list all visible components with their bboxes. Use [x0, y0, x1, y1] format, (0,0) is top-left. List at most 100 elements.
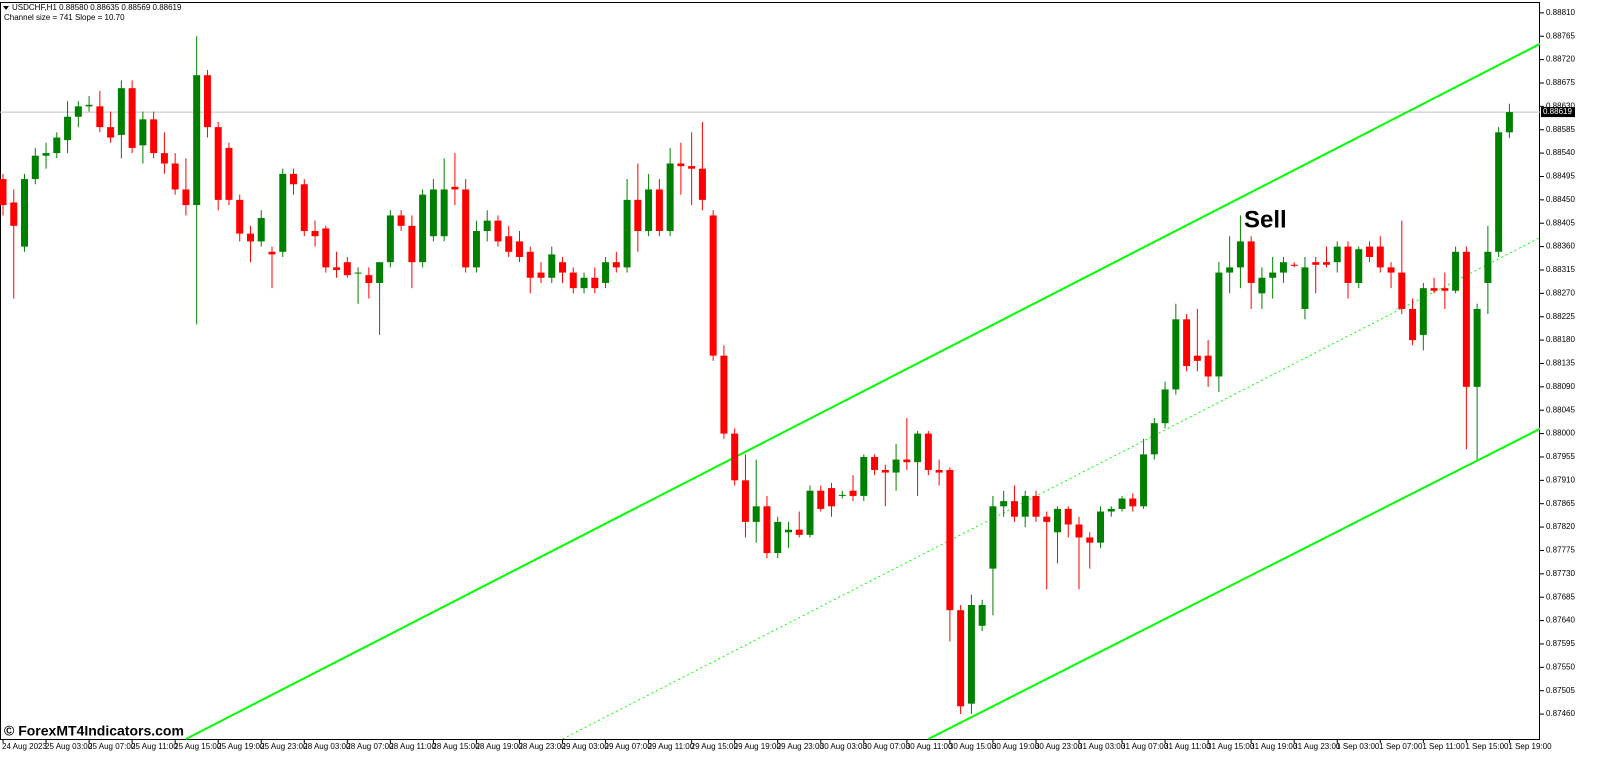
- candle-body: [1290, 264, 1298, 266]
- candle-body: [300, 184, 308, 232]
- candle-body: [257, 218, 265, 242]
- candle-body: [1000, 501, 1008, 507]
- candle-body: [0, 179, 7, 206]
- x-tick-label: 31 Aug 11:00: [1164, 742, 1211, 751]
- candle-body: [602, 262, 610, 283]
- x-tick-label: 29 Aug 07:00: [605, 742, 653, 751]
- x-tick-label: 30 Aug 11:00: [906, 742, 953, 751]
- candle-body: [537, 272, 545, 278]
- candle-body: [311, 231, 319, 237]
- candle-body: [1172, 319, 1180, 390]
- candle-body: [117, 88, 125, 135]
- y-tick-label: 0.88135: [1546, 359, 1575, 368]
- y-tick-label: 0.88270: [1546, 288, 1575, 297]
- x-tick-label: 30 Aug 03:00: [820, 742, 868, 751]
- candle-body: [1366, 246, 1374, 257]
- x-tick-label: 1 Sep 11:00: [1422, 742, 1465, 751]
- candle-body: [526, 251, 534, 278]
- candle-body: [225, 147, 233, 200]
- candle-body: [569, 272, 577, 289]
- x-tick-label: 1 Sep 07:00: [1379, 742, 1423, 751]
- x-tick-label: 28 Aug 07:00: [346, 742, 394, 751]
- current-price-label: 0.88619: [1543, 107, 1572, 116]
- candle-body: [1344, 246, 1352, 283]
- x-tick-label: 1 Sep 03:00: [1336, 742, 1380, 751]
- y-tick-label: 0.87820: [1546, 522, 1575, 531]
- candle-body: [795, 529, 803, 535]
- x-tick-label: 31 Aug 19:00: [1250, 742, 1298, 751]
- candle-body: [365, 275, 373, 283]
- candle-body: [1333, 246, 1341, 263]
- candle-body: [290, 173, 298, 185]
- candle-body: [1032, 495, 1040, 517]
- candle-body: [1064, 508, 1072, 525]
- candle-body: [1075, 524, 1083, 538]
- candle-body: [752, 506, 760, 522]
- candle-body: [10, 202, 18, 226]
- candle-body: [1441, 288, 1449, 291]
- candle-body: [892, 459, 900, 473]
- candle-body: [763, 506, 771, 554]
- candle-body: [548, 254, 556, 278]
- candle-body: [1462, 251, 1470, 387]
- candle-body: [1269, 272, 1277, 278]
- indicator-info: Channel size = 741 Slope = 10.70: [4, 13, 125, 22]
- candle-body: [731, 433, 739, 481]
- candle-body: [515, 241, 523, 257]
- candle-body: [246, 233, 254, 242]
- candle-body: [634, 199, 642, 232]
- candle-body: [967, 604, 975, 704]
- candle-body: [1053, 508, 1061, 533]
- candle-body: [1301, 267, 1309, 309]
- y-tick-label: 0.87685: [1546, 592, 1575, 601]
- y-tick-label: 0.87955: [1546, 452, 1575, 461]
- candle-body: [1484, 251, 1492, 283]
- candle-body: [871, 456, 879, 470]
- y-tick-label: 0.88720: [1546, 55, 1575, 64]
- candle-body: [720, 355, 728, 434]
- candle-body: [494, 220, 502, 242]
- candle-body: [1140, 454, 1148, 507]
- candle-body: [1107, 508, 1115, 512]
- plot-area: [0, 36, 1540, 740]
- x-tick-label: 30 Aug 15:00: [949, 742, 997, 751]
- x-tick-label: 1 Sep 19:00: [1508, 742, 1552, 751]
- y-tick-label: 0.88495: [1546, 172, 1575, 181]
- candle-body: [655, 189, 663, 232]
- candle-body: [1398, 272, 1406, 309]
- candle-body: [1193, 355, 1201, 361]
- x-tick-label: 29 Aug 23:00: [777, 742, 825, 751]
- x-tick-label: 25 Aug 03:00: [45, 742, 93, 751]
- candle-body: [1473, 308, 1481, 387]
- candle-body: [440, 189, 448, 237]
- x-tick-label: 29 Aug 19:00: [734, 742, 782, 751]
- candle-body: [677, 163, 685, 167]
- candle-body: [1215, 272, 1223, 377]
- candle-body: [386, 215, 394, 263]
- candle-body: [881, 469, 889, 473]
- plot-border: [0, 2, 1540, 740]
- annotation: Sell: [1244, 206, 1287, 233]
- x-tick-label: 28 Aug 19:00: [475, 742, 523, 751]
- candle-body: [74, 106, 82, 117]
- candle-body: [1010, 501, 1018, 517]
- candle-body: [42, 153, 50, 156]
- candle-body: [1355, 249, 1363, 283]
- candle-body: [31, 155, 39, 180]
- x-tick-label: 28 Aug 11:00: [389, 742, 436, 751]
- candle-body: [698, 168, 706, 200]
- candle-body: [505, 236, 513, 252]
- collapse-icon: [3, 6, 9, 10]
- candle-body: [333, 267, 341, 270]
- candle-body: [784, 529, 792, 533]
- candle-body: [591, 277, 599, 289]
- candle-body: [935, 469, 943, 473]
- candle-body: [462, 189, 470, 268]
- candle-body: [1118, 498, 1126, 509]
- candle-body: [376, 262, 384, 283]
- candle-body: [612, 262, 620, 268]
- candle-body: [483, 220, 491, 232]
- x-tick-label: 28 Aug 03:00: [303, 742, 351, 751]
- candle-body: [1312, 262, 1320, 265]
- candle-body: [1204, 355, 1212, 377]
